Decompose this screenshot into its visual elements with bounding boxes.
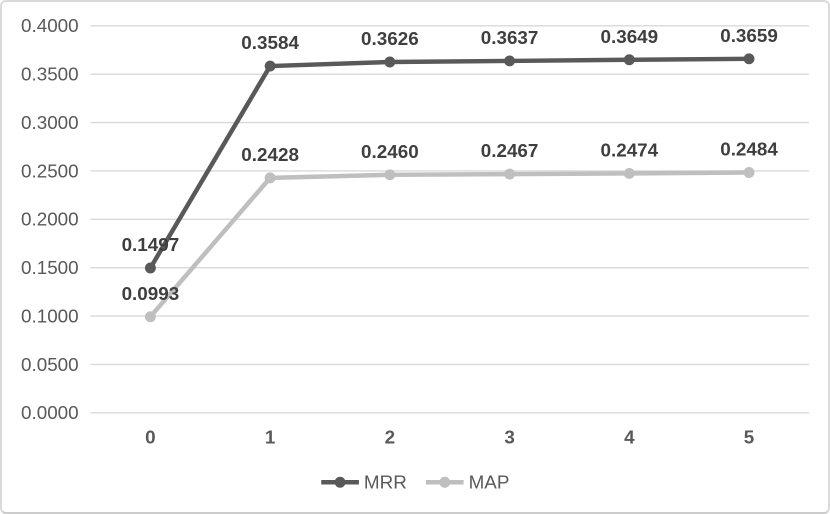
data-label-map: 0.2428 (241, 144, 299, 165)
y-axis-tick-label: 0.3000 (21, 112, 79, 133)
data-label-map: 0.0993 (122, 283, 180, 304)
data-point-marker-mrr (743, 53, 755, 65)
x-axis-tick-label: 3 (504, 427, 514, 448)
data-point-marker-mrr (144, 262, 156, 274)
y-axis-tick-label: 0.0000 (21, 402, 79, 423)
data-label-mrr: 0.3637 (481, 27, 539, 48)
legend-swatch-marker-map (439, 476, 451, 488)
y-axis-tick-label: 0.2000 (21, 209, 79, 230)
data-point-marker-mrr (623, 54, 635, 66)
data-label-mrr: 0.3584 (241, 32, 299, 53)
data-point-marker-map (384, 169, 396, 181)
data-label-mrr: 0.3649 (600, 26, 658, 47)
data-label-mrr: 0.3659 (720, 25, 778, 46)
y-axis-tick-label: 0.0500 (21, 354, 79, 375)
series-line-map (148, 170, 752, 319)
data-label-map: 0.2460 (361, 141, 419, 162)
legend-label-mrr: MRR (364, 472, 407, 493)
x-axis-tick-label: 2 (385, 427, 395, 448)
data-label-map: 0.2484 (720, 139, 778, 160)
data-point-marker-mrr (264, 60, 276, 72)
data-point-marker-map (264, 172, 276, 184)
x-axis-tick-label: 0 (145, 427, 155, 448)
data-label-map: 0.2467 (481, 140, 539, 161)
y-axis-tick-label: 0.3500 (21, 64, 79, 85)
y-axis-tick-label: 0.1000 (21, 305, 79, 326)
data-label-mrr: 0.1497 (122, 234, 180, 255)
x-axis-tick-label: 5 (744, 427, 754, 448)
data-label-map: 0.2474 (600, 140, 658, 161)
x-axis-tick-label: 1 (265, 427, 275, 448)
y-axis-tick-label: 0.1500 (21, 257, 79, 278)
data-point-marker-mrr (384, 56, 396, 68)
y-axis-tick-label: 0.4000 (21, 15, 79, 36)
data-point-marker-map (743, 167, 755, 178)
legend-label-map: MAP (469, 472, 510, 493)
data-label-mrr: 0.3626 (361, 28, 419, 49)
data-point-marker-map (144, 311, 156, 323)
data-point-marker-map (504, 168, 516, 180)
data-point-marker-mrr (504, 55, 516, 67)
legend-swatch-marker-mrr (334, 476, 346, 488)
series-line-mrr (148, 56, 752, 271)
y-axis-tick-label: 0.2500 (21, 160, 79, 181)
x-axis-tick-label: 4 (624, 427, 635, 448)
data-point-marker-map (623, 167, 635, 179)
